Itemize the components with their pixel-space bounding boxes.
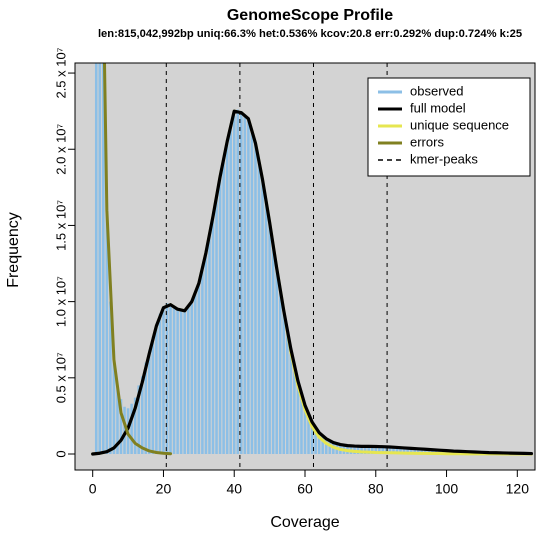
x-tick-label: 120 (506, 481, 530, 497)
bar (279, 289, 282, 454)
bar (215, 196, 218, 454)
bar (212, 216, 215, 454)
bar (159, 314, 162, 454)
bar (176, 309, 179, 454)
bar (229, 128, 232, 454)
bar (201, 270, 204, 454)
bar (240, 111, 243, 454)
bar (183, 310, 186, 454)
bar (236, 110, 239, 454)
x-tick-label: 80 (368, 481, 384, 497)
y-tick-label: 1.5 x 10⁷ (53, 200, 68, 251)
bar (282, 311, 285, 454)
y-tick-label: 2.5 x 10⁷ (53, 47, 68, 98)
bar (219, 177, 222, 454)
y-axis-label: Frequency (5, 212, 22, 288)
bar (233, 116, 236, 454)
bar (98, 0, 101, 454)
legend: observed full model unique sequence errors k… (368, 78, 530, 176)
bar (180, 311, 183, 454)
legend-label: kmer-peaks (410, 151, 478, 166)
bar (268, 224, 271, 454)
bar (261, 181, 264, 454)
bar (251, 131, 254, 454)
x-tick-label: 40 (226, 481, 242, 497)
bar (254, 145, 257, 454)
x-tick-label: 100 (435, 481, 459, 497)
bar (226, 142, 229, 454)
bar (222, 158, 225, 454)
y-tick-label: 0.5 x 10⁷ (53, 352, 68, 403)
y-tick-label: 2.0 x 10⁷ (53, 123, 68, 174)
bar (152, 337, 155, 454)
y-tick-label: 0 (53, 450, 68, 457)
bar (272, 245, 275, 454)
bar (162, 306, 165, 454)
chart-title: GenomeScope Profile (227, 7, 393, 24)
bar (187, 307, 190, 454)
bar (290, 349, 293, 454)
x-tick-label: 60 (297, 481, 313, 497)
bar (169, 304, 172, 454)
x-axis-label: Coverage (270, 514, 339, 531)
bar (247, 120, 250, 454)
bar (194, 292, 197, 454)
legend-label: unique sequence (410, 117, 509, 132)
bar (205, 253, 208, 454)
bar (95, 0, 98, 454)
y-tick-label: 1.0 x 10⁷ (53, 276, 68, 327)
bar (208, 235, 211, 454)
bar (190, 302, 193, 454)
x-tick-label: 0 (89, 481, 97, 497)
bar (258, 161, 261, 454)
bar (275, 268, 278, 454)
bar (265, 201, 268, 454)
chart-subtitle: len:815,042,992bp uniq:66.3% het:0.536% … (98, 28, 522, 40)
bar (286, 331, 289, 454)
bar (148, 350, 151, 454)
legend-label: errors (410, 134, 444, 149)
bar (198, 283, 201, 454)
bar (244, 114, 247, 454)
x-tick-label: 20 (156, 481, 172, 497)
bar (155, 324, 158, 454)
bar (173, 307, 176, 454)
legend-label: full model (410, 100, 466, 115)
legend-label: observed (410, 83, 463, 98)
